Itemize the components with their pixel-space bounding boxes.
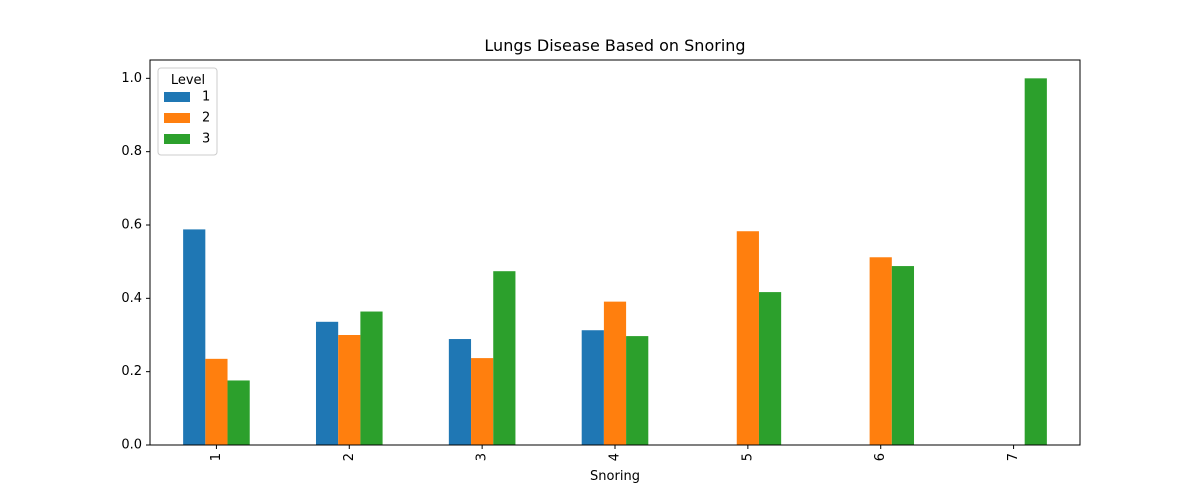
bar-snoring-5-level-3 [758, 292, 782, 445]
bar-snoring-1-level-3 [227, 380, 250, 445]
plot-frame [149, 59, 1081, 446]
y-tick-label: 0.8 [121, 144, 142, 159]
legend-swatch-level-3 [164, 134, 190, 144]
bars-group [183, 78, 1047, 445]
legend-label-level-1: 1 [202, 90, 210, 105]
y-tick-label: 1.0 [121, 71, 142, 86]
y-axis-ticks: 0.0 0.2 0.4 0.6 0.8 1.0 [121, 71, 150, 453]
legend-swatch-level-1 [164, 92, 190, 102]
bar-snoring-6-level-2 [869, 257, 892, 445]
bar-snoring-4-level-3 [626, 336, 649, 445]
bar-snoring-4-level-1 [581, 330, 604, 445]
bar-snoring-5-level-2 [736, 231, 759, 445]
legend-swatch-level-2 [164, 113, 190, 123]
legend-box [157, 67, 218, 156]
x-axis-ticks: 1 2 3 4 5 6 7 [209, 445, 1021, 461]
bar-snoring-1-level-1 [183, 229, 206, 445]
y-tick-label: 0.4 [121, 291, 142, 306]
legend: Level 1 2 3 [157, 67, 218, 156]
bar-snoring-3-level-2 [471, 358, 494, 445]
x-axis-label: Snoring [590, 469, 640, 484]
y-tick-label: 0.0 [121, 438, 142, 453]
x-tick-label: 4 [608, 453, 623, 461]
bar-snoring-7-level-3 [1024, 78, 1047, 445]
x-tick-label: 2 [342, 453, 357, 461]
legend-label-level-3: 3 [202, 132, 210, 147]
bar-snoring-1-level-2 [205, 358, 228, 445]
x-tick-label: 1 [209, 453, 224, 461]
bar-snoring-3-level-1 [448, 339, 472, 445]
y-tick-label: 0.6 [121, 218, 142, 233]
chart-title: Lungs Disease Based on Snoring [484, 36, 745, 55]
x-tick-label: 5 [740, 453, 755, 461]
legend-label-level-2: 2 [202, 111, 210, 126]
bar-snoring-2-level-1 [315, 321, 339, 445]
bar-snoring-2-level-2 [338, 335, 361, 445]
bar-snoring-4-level-2 [603, 301, 627, 445]
legend-title: Level [171, 73, 205, 88]
bar-snoring-3-level-3 [493, 271, 516, 445]
x-tick-label: 7 [1006, 453, 1021, 461]
x-tick-label: 6 [873, 453, 888, 461]
bar-snoring-6-level-3 [891, 266, 915, 445]
x-tick-label: 3 [475, 453, 490, 461]
bar-snoring-2-level-3 [360, 311, 383, 445]
y-tick-label: 0.2 [121, 364, 142, 379]
